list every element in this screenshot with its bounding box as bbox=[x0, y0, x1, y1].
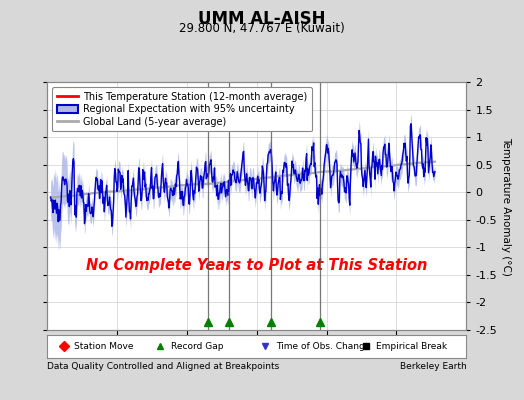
Text: 29.800 N, 47.767 E (Kuwait): 29.800 N, 47.767 E (Kuwait) bbox=[179, 22, 345, 35]
Text: Record Gap: Record Gap bbox=[171, 342, 223, 351]
Text: No Complete Years to Plot at This Station: No Complete Years to Plot at This Statio… bbox=[86, 258, 428, 273]
Y-axis label: Temperature Anomaly (°C): Temperature Anomaly (°C) bbox=[501, 136, 511, 276]
Legend: This Temperature Station (12-month average), Regional Expectation with 95% uncer: This Temperature Station (12-month avera… bbox=[52, 87, 312, 132]
Text: Data Quality Controlled and Aligned at Breakpoints: Data Quality Controlled and Aligned at B… bbox=[47, 362, 279, 371]
Text: Berkeley Earth: Berkeley Earth bbox=[400, 362, 466, 371]
Text: Time of Obs. Change: Time of Obs. Change bbox=[276, 342, 370, 351]
Text: Station Move: Station Move bbox=[74, 342, 134, 351]
Text: UMM AL-AISH: UMM AL-AISH bbox=[198, 10, 326, 28]
Text: Empirical Break: Empirical Break bbox=[376, 342, 447, 351]
